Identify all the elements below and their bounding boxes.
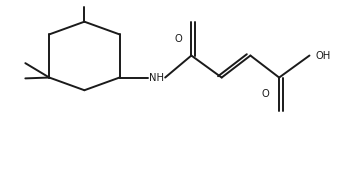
Text: NH: NH [149, 73, 164, 83]
Text: O: O [262, 89, 270, 99]
Text: OH: OH [316, 51, 331, 61]
Text: O: O [174, 34, 182, 44]
